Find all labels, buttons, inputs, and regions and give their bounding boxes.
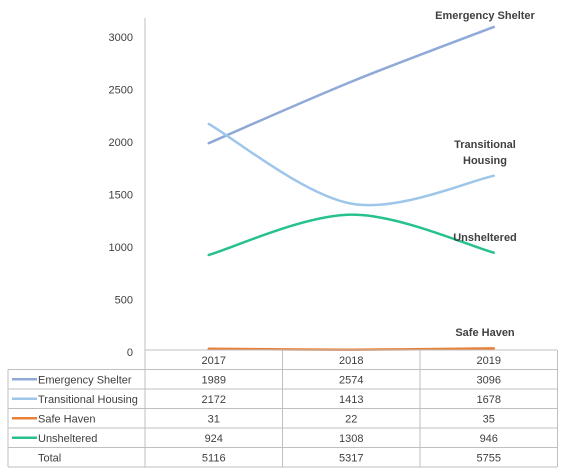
table-cell-value: 924 — [205, 433, 223, 445]
data-table: 2017 2018 2019 Emergency Shelter 1989 2574 309… — [7, 349, 558, 468]
y-tick-label: 2500 — [109, 85, 133, 97]
series-line-emergency-shelter — [207, 25, 495, 145]
table-cell-value: 5116 — [202, 453, 226, 465]
table-row-name: Transitional Housing — [38, 394, 138, 406]
table-row-name: Unsheltered — [38, 433, 97, 445]
y-tick-label: 2000 — [109, 137, 133, 149]
table-cell-value: 2172 — [202, 394, 226, 406]
series-lines — [207, 25, 495, 351]
table-cell-value: 22 — [345, 414, 357, 426]
y-tick-label: 3000 — [109, 32, 133, 44]
x-tick-label: 2019 — [477, 355, 501, 367]
series-line-unsheltered — [207, 213, 495, 257]
y-tick-label: 1500 — [109, 190, 133, 202]
table-row-name: Emergency Shelter — [38, 375, 132, 387]
table-cell-value: 5317 — [339, 453, 363, 465]
table-row-name: Safe Haven — [38, 414, 95, 426]
table-cell-value: 31 — [208, 414, 220, 426]
series-label: Transitional — [454, 139, 516, 151]
y-tick-label: 1000 — [109, 242, 133, 254]
y-axis: 0 500 1000 1500 2000 2500 3000 — [109, 18, 146, 359]
table-cell-value: 1989 — [202, 375, 226, 387]
table-cell-value: 2574 — [339, 375, 363, 387]
series-label: Safe Haven — [455, 327, 515, 339]
series-line-transitional-housing — [207, 122, 495, 207]
series-label: Emergency Shelter — [435, 10, 535, 22]
table-cell-value: 5755 — [477, 453, 501, 465]
series-line-safe-haven — [207, 347, 495, 351]
table-cell-value: 1678 — [477, 394, 501, 406]
table-cell-value: 1413 — [339, 394, 363, 406]
table-cell-value: 1308 — [339, 433, 363, 445]
x-tick-label: 2018 — [339, 355, 363, 367]
series-labels: Emergency Shelter Transitional Housing Safe… — [435, 10, 535, 339]
y-tick-label: 0 — [127, 347, 133, 359]
series-label: Housing — [463, 155, 507, 167]
y-tick-label: 500 — [115, 295, 133, 307]
series-label: Unsheltered — [453, 232, 517, 244]
table-cell-value: 35 — [483, 414, 495, 426]
table-cell-value: 3096 — [477, 375, 501, 387]
table-row-name: Total — [38, 453, 61, 465]
table-cell-value: 946 — [480, 433, 498, 445]
x-tick-label: 2017 — [202, 355, 226, 367]
